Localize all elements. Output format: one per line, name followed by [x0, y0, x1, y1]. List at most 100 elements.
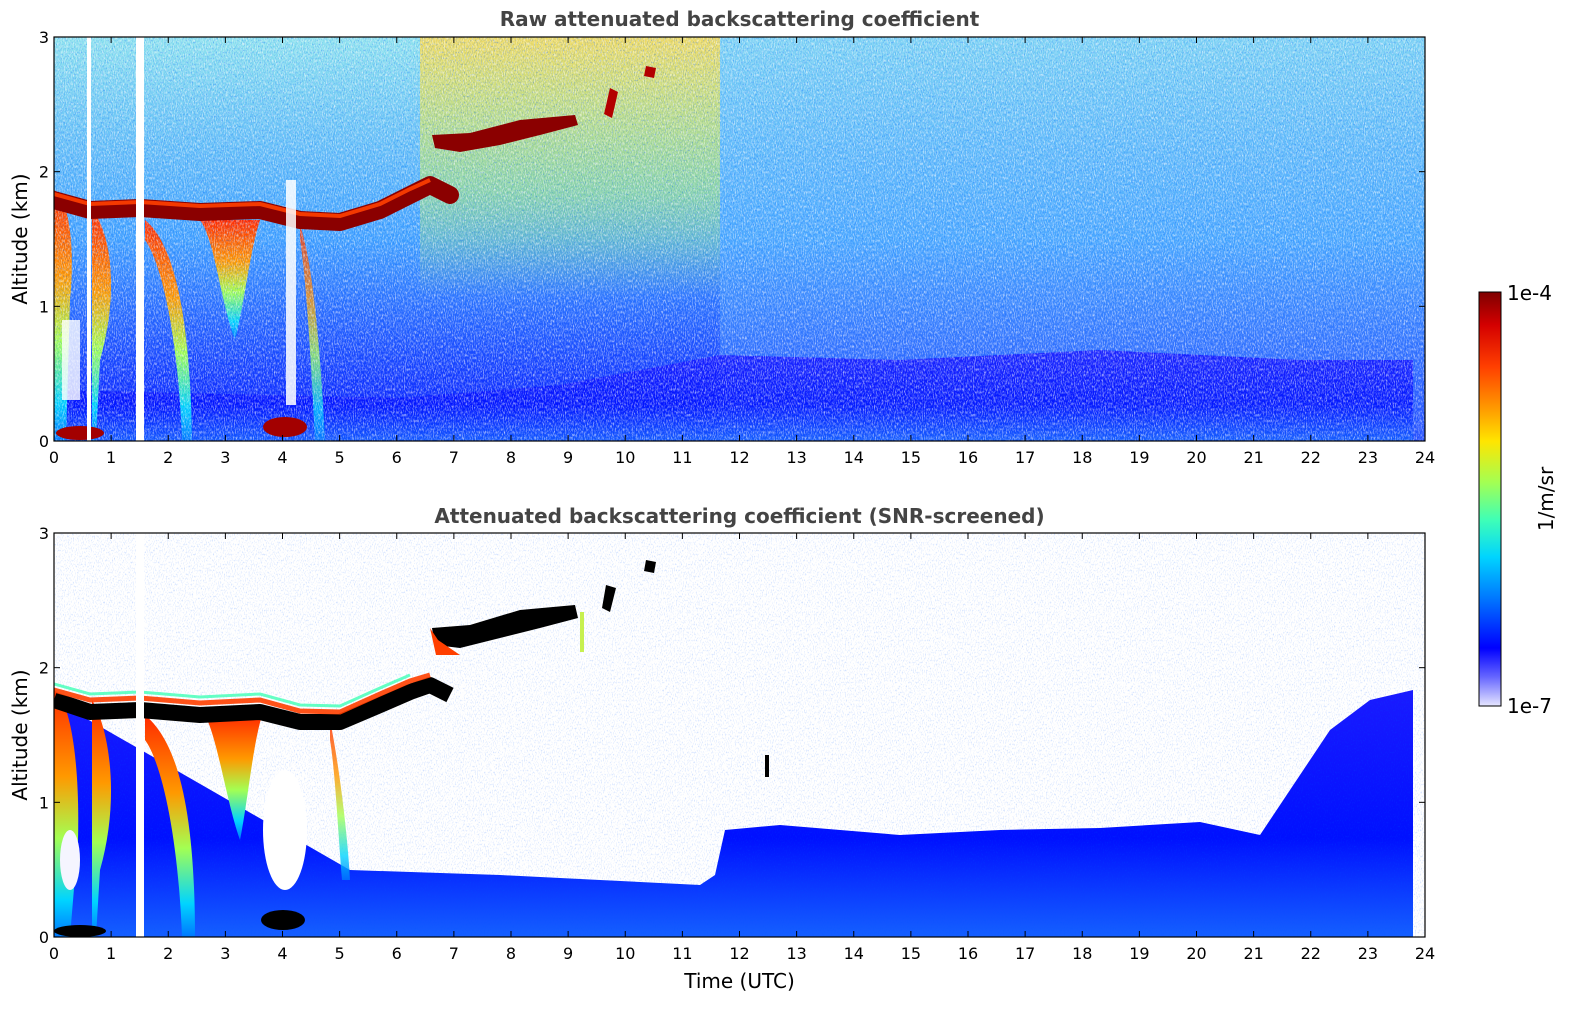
bottom-surface-spot-b: [261, 910, 305, 930]
colorbar-gradient: [1478, 291, 1502, 707]
x-tick-label: 18: [1072, 944, 1092, 963]
bottom-plume-d: [205, 715, 262, 840]
x-tick-label: 4: [277, 448, 287, 467]
bottom-hole-b: [263, 770, 307, 890]
bottom-boundary-layer-halo: [54, 673, 411, 708]
x-tick-label: 4: [277, 944, 287, 963]
x-tick-label: 7: [449, 944, 459, 963]
x-tick-label: 13: [786, 944, 806, 963]
x-tick-label: 8: [506, 448, 516, 467]
y-tick-label: 1: [39, 793, 49, 812]
top-heatmap: [54, 37, 1425, 441]
x-tick-label: 23: [1358, 944, 1378, 963]
bottom-plume-b: [92, 700, 112, 937]
y-tick-label: 0: [39, 432, 49, 451]
colorbar-min-label: 1e-7: [1507, 694, 1552, 718]
colorbar-unit-label: 1/m/sr: [1534, 466, 1558, 531]
top-gap-a: [87, 37, 91, 441]
top-surface-spot-a: [56, 426, 104, 440]
x-tick-label: 16: [958, 448, 978, 467]
bottom-blue-speckle: [54, 533, 1425, 937]
bottom-panel: Attenuated backscattering coefficient (S…: [8, 504, 1435, 993]
x-tick-label: 8: [506, 944, 516, 963]
bottom-boundary-layer-line: [54, 677, 454, 730]
top-boundary-layer-line: [54, 176, 459, 231]
top-y-axis-label: Altitude (km): [8, 173, 32, 304]
x-tick-label: 10: [615, 448, 635, 467]
bottom-elevated-fragment-a: [602, 585, 616, 612]
y-tick-label: 3: [39, 28, 49, 47]
bottom-gap-a: [136, 533, 144, 937]
x-tick-label: 6: [392, 944, 402, 963]
x-tick-label: 21: [1243, 944, 1263, 963]
bottom-hole-a: [60, 830, 80, 890]
x-tick-label: 20: [1186, 448, 1206, 467]
x-tick-label: 22: [1301, 448, 1321, 467]
x-tick-label: 24: [1415, 448, 1435, 467]
x-tick-label: 13: [786, 448, 806, 467]
x-tick-label: 11: [672, 448, 692, 467]
x-tick-label: 22: [1301, 944, 1321, 963]
y-tick-label: 0: [39, 928, 49, 947]
x-tick-label: 12: [729, 448, 749, 467]
bottom-elevated-fragment-b: [644, 560, 656, 573]
x-tick-label: 0: [49, 448, 59, 467]
x-tick-label: 3: [220, 448, 230, 467]
bottom-green-fragment: [580, 612, 584, 652]
top-panel-title: Raw attenuated backscattering coefficien…: [500, 7, 980, 31]
top-y-axis: 0 1 2 3: [39, 28, 1425, 451]
x-tick-label: 10: [615, 944, 635, 963]
bottom-boundary-layer-edge: [54, 672, 431, 715]
top-boundary-layer-edge: [54, 178, 431, 219]
x-tick-label: 15: [901, 944, 921, 963]
x-tick-label: 6: [392, 448, 402, 467]
top-elevated-layer: [432, 115, 578, 152]
top-elevated-fragment-a: [604, 88, 618, 118]
x-tick-label: 1: [106, 448, 116, 467]
x-tick-label: 7: [449, 448, 459, 467]
x-tick-label: 2: [163, 944, 173, 963]
bottom-y-axis-label: Altitude (km): [8, 669, 32, 800]
x-tick-label: 24: [1415, 944, 1435, 963]
x-axis-label: Time (UTC): [683, 969, 795, 993]
bottom-elevated-edge: [430, 628, 460, 655]
x-tick-label: 19: [1129, 944, 1149, 963]
x-tick-label: 3: [220, 944, 230, 963]
x-tick-label: 14: [844, 944, 864, 963]
bottom-elevated-layer: [432, 605, 578, 648]
x-tick-label: 21: [1243, 448, 1263, 467]
bottom-panel-title: Attenuated backscattering coefficient (S…: [434, 504, 1044, 528]
x-tick-label: 20: [1186, 944, 1206, 963]
y-tick-label: 2: [39, 659, 49, 678]
x-tick-label: 2: [163, 448, 173, 467]
bottom-black-fragment: [765, 755, 769, 777]
x-tick-label: 23: [1358, 448, 1378, 467]
y-tick-label: 1: [39, 297, 49, 316]
x-tick-label: 1: [106, 944, 116, 963]
top-gap-d: [62, 320, 80, 400]
top-gap-c: [286, 180, 296, 405]
bottom-heatmap: [54, 533, 1425, 937]
x-tick-label: 11: [672, 944, 692, 963]
x-tick-label: 5: [335, 448, 345, 467]
x-tick-label: 17: [1015, 944, 1035, 963]
bottom-surface-spot-a: [54, 925, 106, 937]
x-tick-label: 15: [901, 448, 921, 467]
top-panel: Raw attenuated backscattering coefficien…: [8, 7, 1435, 467]
x-tick-label: 9: [563, 944, 573, 963]
x-tick-label: 18: [1072, 448, 1092, 467]
x-tick-label: 5: [335, 944, 345, 963]
y-tick-label: 3: [39, 524, 49, 543]
x-tick-label: 14: [844, 448, 864, 467]
top-elevated-fragment-b: [644, 66, 656, 78]
y-tick-label: 2: [39, 163, 49, 182]
x-tick-label: 0: [49, 944, 59, 963]
x-tick-label: 9: [563, 448, 573, 467]
x-tick-label: 12: [729, 944, 749, 963]
bottom-plume-c: [145, 715, 195, 937]
bottom-plume-e: [330, 720, 350, 880]
colorbar: 1e-4 1e-7 1/m/sr: [1478, 281, 1558, 718]
top-x-axis: 0 1 2 3 4 5 6 7 8 9 10 11 12 13 14 15 16 17 18 19 20 21 22 23 24: [49, 37, 1435, 467]
top-surface-spot-b: [263, 417, 307, 437]
